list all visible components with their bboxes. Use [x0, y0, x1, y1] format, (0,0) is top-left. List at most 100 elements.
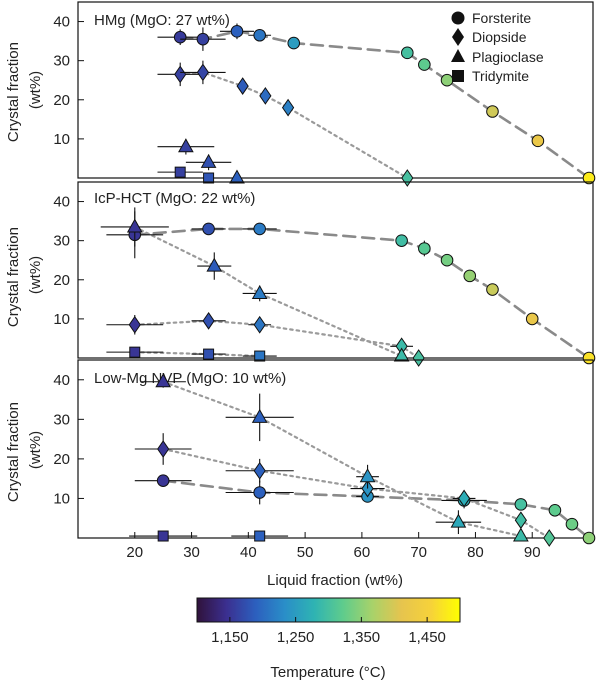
plagioclase-point: [450, 513, 467, 528]
forsterite-point: [525, 312, 539, 326]
y-tick-label: 10: [53, 311, 70, 328]
forsterite-point: [253, 222, 266, 236]
x-tick-label: 60: [354, 544, 371, 561]
diopside-point: [253, 461, 266, 480]
y-tick-label: 40: [53, 194, 70, 211]
diopside-point: [202, 311, 215, 330]
y-tick-label: 20: [53, 92, 70, 109]
y-axis-label: Crystal fraction (wt%): [5, 398, 44, 502]
legend: Forsterite Diopside Plagioclase Tridymit…: [451, 10, 544, 84]
plagioclase-point: [178, 138, 194, 153]
tridymite-point: [174, 166, 186, 178]
x-tick-label: 50: [297, 544, 314, 561]
plagioclase-point: [126, 218, 143, 233]
series-lines: [161, 380, 591, 540]
series-line-forsterite: [133, 227, 591, 360]
x-tick-label: 80: [467, 544, 484, 561]
plagioclase-point: [393, 347, 410, 362]
plagioclase-point: [359, 468, 376, 483]
plagioclase-point: [155, 373, 172, 388]
forsterite-point: [565, 517, 579, 531]
forsterite-point: [287, 36, 301, 50]
y-axis-label-line1: Crystal fraction: [5, 402, 22, 502]
forsterite-point: [582, 351, 596, 365]
forsterite-point: [418, 58, 431, 71]
forsterite-point: [514, 498, 528, 511]
diopside-point: [401, 169, 414, 187]
diopside-point: [281, 98, 295, 117]
legend-square-icon: [452, 70, 464, 82]
y-tick-label: 20: [53, 451, 70, 468]
x-tick-label: 40: [240, 544, 257, 561]
y-tick-label: 30: [53, 411, 70, 428]
legend-circle-icon: [451, 11, 465, 25]
legend-label: Tridymite: [472, 68, 529, 84]
colorbar-label: Temperature (°C): [270, 664, 385, 681]
series-line-plagioclase: [133, 225, 403, 358]
diopside-point: [412, 349, 425, 367]
data-marks: [157, 23, 596, 187]
diopside-point: [196, 63, 210, 82]
forsterite-point: [253, 486, 266, 499]
plagioclase-point: [251, 408, 268, 423]
series-lines: [133, 225, 591, 360]
colorbar-tick-label: 1,350: [343, 629, 381, 646]
tridymite-point: [203, 172, 215, 184]
y-axis-label-line1: Crystal fraction: [5, 42, 22, 142]
y-tick-label: 10: [53, 490, 70, 507]
y-axis-label-line2: (wt%): [27, 256, 44, 294]
forsterite-point: [463, 269, 477, 283]
forsterite-point: [582, 531, 596, 545]
y-ticks: 10 20 30 40: [53, 194, 84, 328]
plagioclase-point: [251, 284, 268, 299]
diopside-point: [457, 489, 471, 508]
tridymite-point: [203, 348, 215, 360]
plagioclase-point: [229, 169, 245, 184]
forsterite-point: [548, 504, 562, 517]
x-tick-label: 90: [524, 544, 541, 561]
legend-item-tridymite: Tridymite: [452, 68, 529, 84]
legend-label: Forsterite: [472, 10, 531, 26]
x-tick-label: 30: [183, 544, 200, 561]
legend-item-diopside: Diopside: [452, 28, 527, 46]
y-tick-label: 30: [53, 233, 70, 250]
diopside-point: [236, 77, 249, 95]
y-tick-label: 40: [53, 14, 70, 31]
panel-low-mg-nvp: Low-Mg NVP (MgO: 10 wt%) Crystal fractio…: [5, 359, 596, 589]
y-tick-label: 40: [53, 372, 70, 389]
legend-triangle-icon: [451, 49, 465, 62]
colorbar-gradient: [196, 597, 461, 623]
x-axis-label: Liquid fraction (wt%): [267, 572, 403, 589]
temperature-colorbar: 1,150 1,250 1,350 1,450 Temperature (°C): [196, 597, 461, 681]
forsterite-point: [531, 134, 545, 148]
diopside-point: [174, 65, 187, 84]
colorbar-ticks: 1,150 1,250 1,350 1,450: [211, 617, 446, 646]
forsterite-point: [440, 73, 454, 87]
panel-icp-hct: IcP-HCT (MgO: 22 wt%) Crystal fraction (…: [5, 181, 596, 367]
forsterite-point: [486, 105, 499, 118]
forsterite-point: [253, 28, 266, 42]
x-tick-label: 20: [126, 544, 143, 561]
panel-frame: [77, 1, 594, 179]
colorbar-tick-label: 1,450: [408, 629, 446, 646]
panel-frame: [77, 181, 594, 359]
forsterite-point: [156, 474, 170, 487]
x-tick-label: 70: [410, 544, 427, 561]
forsterite-point: [486, 283, 499, 296]
tridymite-point: [254, 350, 266, 362]
tridymite-point: [129, 346, 141, 358]
y-ticks: 10 20 30 40: [53, 372, 84, 507]
plagioclase-point: [206, 257, 223, 272]
panel-title: HMg (MgO: 27 wt%): [94, 12, 230, 29]
legend-diamond-icon: [452, 28, 464, 46]
tridymite-point: [157, 530, 169, 542]
y-axis-label-line1: Crystal fraction: [5, 227, 22, 327]
data-marks: [129, 373, 596, 547]
data-marks: [100, 207, 596, 367]
forsterite-point: [582, 171, 596, 185]
y-axis-label-line2: (wt%): [27, 431, 44, 469]
forsterite-point: [202, 222, 215, 236]
y-ticks: 10 20 30 40: [53, 14, 84, 148]
legend-label: Plagioclase: [472, 49, 544, 65]
